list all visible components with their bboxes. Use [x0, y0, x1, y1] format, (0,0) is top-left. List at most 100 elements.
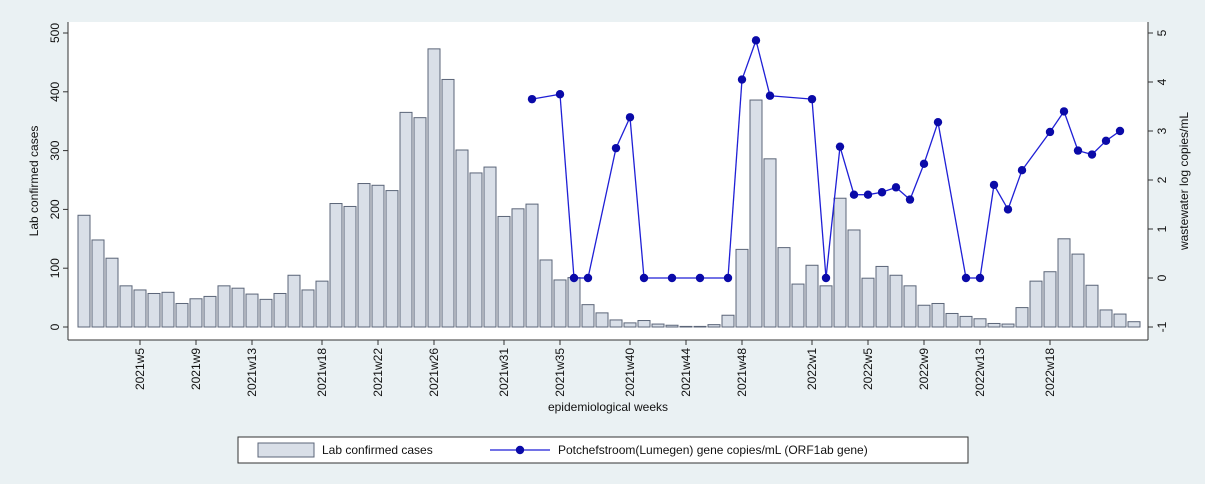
bar: [147, 292, 161, 328]
line-point: [1003, 205, 1013, 214]
y-tick-label: 0: [48, 323, 62, 330]
bar: [497, 215, 511, 328]
x-tick-label: 2021w9: [189, 348, 203, 390]
line-point: [877, 188, 887, 197]
line-point: [1017, 166, 1027, 175]
bar: [119, 285, 133, 328]
bar: [273, 292, 287, 328]
bar: [735, 248, 749, 328]
line-point: [751, 36, 761, 45]
line-point: [1045, 127, 1055, 137]
bar: [567, 277, 581, 328]
bar: [861, 277, 875, 328]
bar: [777, 247, 791, 328]
x-tick-label: 2021w26: [427, 348, 441, 397]
bar: [1113, 313, 1127, 328]
bar: [623, 322, 637, 328]
bar: [665, 324, 679, 328]
line-point: [611, 143, 621, 153]
bar: [959, 315, 973, 328]
bar: [833, 197, 847, 328]
line-point: [1073, 146, 1083, 155]
bar: [945, 312, 959, 328]
line-point: [919, 159, 929, 169]
y2-tick-label: -1: [1155, 321, 1169, 332]
bar: [875, 265, 889, 328]
line-segment: [923, 121, 939, 165]
line-segment: [993, 184, 1009, 210]
line-point: [555, 90, 565, 99]
bar: [1085, 284, 1099, 328]
bar: [133, 289, 147, 328]
bar: [77, 214, 91, 328]
legend-label: Lab confirmed cases: [322, 443, 433, 457]
bar: [539, 259, 553, 328]
bar: [973, 318, 987, 328]
bar: [385, 190, 399, 328]
bar: [805, 264, 819, 328]
line-segment: [909, 163, 925, 200]
bar: [1015, 307, 1029, 328]
line-point: [905, 195, 915, 204]
x-tick-label: 2021w22: [371, 348, 385, 397]
bar: [105, 257, 119, 328]
line-point: [1101, 136, 1111, 145]
bar: [763, 158, 777, 328]
x-tick-label: 2021w40: [623, 348, 637, 397]
line-segment: [811, 99, 827, 279]
x-tick-label: 2021w5: [133, 348, 147, 390]
bar: [987, 322, 1001, 328]
y2-tick-label: 5: [1155, 29, 1169, 36]
line-point: [527, 94, 537, 104]
line-segment: [937, 122, 967, 279]
bar: [693, 325, 707, 328]
y-tick-label: 500: [48, 23, 62, 43]
bar: [483, 166, 497, 328]
bar: [315, 280, 329, 328]
bar: [889, 274, 903, 328]
y-tick-label: 200: [48, 199, 62, 219]
bar: [329, 203, 343, 328]
bar: [917, 304, 931, 328]
y2-tick-label: 3: [1155, 127, 1169, 134]
line-point: [933, 117, 943, 127]
line-point: [975, 273, 985, 283]
bar: [1127, 321, 1141, 328]
bar: [91, 239, 105, 328]
x-axis-title: epidemiological weeks: [548, 400, 668, 414]
line-segment: [1007, 169, 1023, 210]
bar: [847, 229, 861, 328]
line-point: [695, 273, 705, 283]
x-tick-label: 2021w44: [679, 348, 693, 397]
line-segment: [615, 117, 631, 149]
x-tick-label: 2021w13: [245, 348, 259, 397]
bar: [903, 285, 917, 328]
line-point: [849, 190, 859, 199]
bar: [721, 314, 735, 328]
line-point: [961, 273, 971, 283]
line-point: [1115, 126, 1125, 136]
x-tick-label: 2021w31: [497, 348, 511, 397]
bar: [413, 117, 427, 328]
bar: [609, 319, 623, 328]
bar: [427, 48, 441, 328]
line-point: [1087, 150, 1097, 159]
bar: [1099, 309, 1113, 328]
bar: [651, 323, 665, 328]
y-axis-title: Lab confirmed cases: [27, 126, 41, 237]
x-tick-label: 2022w5: [861, 348, 875, 390]
line-segment: [769, 95, 813, 100]
y2-tick-label: 4: [1155, 78, 1169, 85]
legend-swatch: [257, 442, 315, 458]
y2-tick-label: 1: [1155, 225, 1169, 232]
legend: [237, 436, 969, 464]
line-segment: [839, 146, 855, 195]
line-point: [723, 273, 733, 283]
bar: [245, 293, 259, 328]
bar: [791, 283, 805, 328]
bar: [161, 291, 175, 328]
bar: [553, 279, 567, 328]
bar: [217, 285, 231, 328]
line-point: [737, 75, 747, 84]
